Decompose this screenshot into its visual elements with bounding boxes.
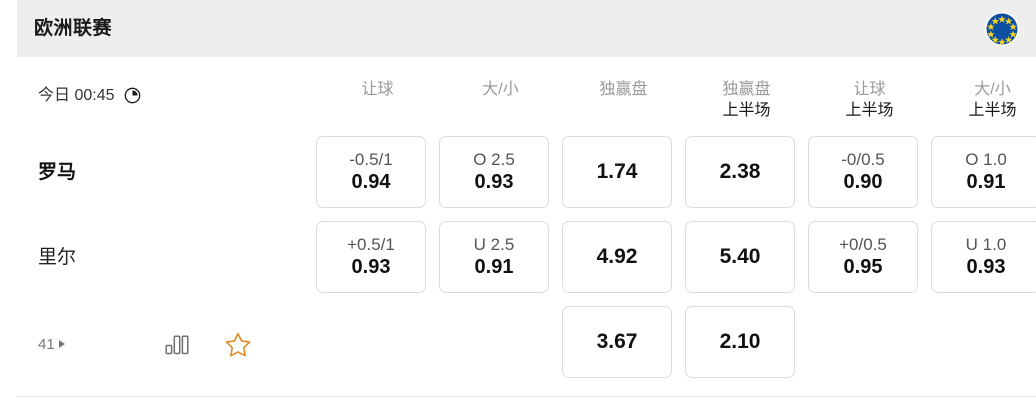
odds-value: 4.92 (596, 245, 638, 268)
odds-cell[interactable]: 2.38 (685, 136, 795, 208)
odds-value: 2.10 (719, 330, 761, 353)
bar-chart-icon[interactable] (165, 333, 189, 355)
odds-cell[interactable]: 5.40 (685, 221, 795, 293)
odds-value: 0.93 (351, 256, 391, 278)
league-header[interactable]: 欧洲联赛 (17, 0, 1036, 57)
odds-cell[interactable]: 1.74 (562, 136, 672, 208)
odds-handicap-line: +0/0.5 (839, 235, 887, 254)
match-row: 今日 00:45 罗马 里尔 41 (17, 57, 1036, 403)
odds-cell[interactable]: U 1.0 0.93 (931, 221, 1036, 293)
odds-handicap-line: -0.5/1 (349, 150, 393, 169)
odds-column-4: 独赢盘上半场 2.38 5.40 2.10 (685, 57, 808, 403)
odds-value: 0.95 (843, 256, 883, 278)
odds-cell[interactable]: +0/0.5 0.95 (808, 221, 918, 293)
odds-cell[interactable]: O 2.5 0.93 (439, 136, 549, 208)
chevron-right-icon (58, 340, 65, 348)
odds-value: 3.67 (596, 330, 638, 353)
column-header-market: 独赢盘 (599, 81, 648, 98)
odds-handicap-line: +0.5/1 (347, 235, 395, 254)
odds-handicap-line: U 2.5 (473, 235, 515, 254)
odds-column-2: 大/小 O 2.5 0.93 U 2.5 0.91 (439, 57, 562, 403)
odds-value: 0.94 (351, 171, 391, 193)
odds-value: 0.93 (474, 171, 514, 193)
more-markets-count: 41 (38, 335, 55, 353)
odds-value: 0.93 (966, 256, 1006, 278)
odds-column-header: 独赢盘 上半场 (685, 79, 808, 121)
match-time-row: 今日 00:45 (38, 87, 141, 104)
odds-cell[interactable]: 2.10 (685, 306, 795, 378)
column-header-market: 大/小 (974, 81, 1011, 98)
home-team-name[interactable]: 罗马 (38, 162, 77, 183)
away-team-name[interactable]: 里尔 (38, 247, 77, 268)
odds-value: 0.90 (843, 171, 883, 193)
odds-value: 0.91 (474, 256, 514, 278)
europa-league-logo (982, 9, 1022, 49)
odds-column-header: 独赢盘 (562, 79, 685, 100)
odds-column-6: 大/小上半场 O 1.0 0.91 U 1.0 0.93 (931, 57, 1036, 403)
odds-column-header: 让球 (316, 79, 439, 100)
column-header-market: 大/小 (482, 81, 519, 98)
odds-handicap-line: O 2.5 (473, 150, 515, 169)
row-divider (17, 396, 1036, 397)
column-header-period: 上半场 (845, 102, 894, 119)
odds-handicap-line: O 1.0 (965, 150, 1007, 169)
odds-cell[interactable]: 3.67 (562, 306, 672, 378)
clock-icon (124, 87, 141, 104)
odds-cell[interactable]: 4.92 (562, 221, 672, 293)
column-header-market: 让球 (853, 81, 886, 98)
odds-cell[interactable]: U 2.5 0.91 (439, 221, 549, 293)
odds-cell[interactable]: O 1.0 0.91 (931, 136, 1036, 208)
odds-grid: 让球 -0.5/1 0.94 +0.5/1 0.93 大/小 O 2.5 0.93 U 2.5 0… (316, 57, 1036, 403)
odds-cell[interactable]: -0/0.5 0.90 (808, 136, 918, 208)
odds-value: 2.38 (719, 160, 761, 183)
match-info-column: 今日 00:45 罗马 里尔 41 (38, 57, 318, 403)
column-header-period: 上半场 (722, 102, 771, 119)
column-header-market: 独赢盘 (722, 81, 771, 98)
odds-handicap-line: U 1.0 (965, 235, 1007, 254)
odds-value: 0.91 (966, 171, 1006, 193)
odds-column-header: 让球 上半场 (808, 79, 931, 121)
match-time-label: 今日 00:45 (38, 86, 115, 104)
match-meta-row: 41 (38, 330, 318, 358)
column-header-market: 让球 (361, 81, 394, 98)
odds-column-header: 大/小 (439, 79, 562, 100)
odds-value: 1.74 (596, 160, 638, 183)
odds-handicap-line: -0/0.5 (841, 150, 885, 169)
odds-column-1: 让球 -0.5/1 0.94 +0.5/1 0.93 (316, 57, 439, 403)
odds-column-5: 让球上半场 -0/0.5 0.90 +0/0.5 0.95 (808, 57, 931, 403)
odds-column-3: 独赢盘 1.74 4.92 3.67 (562, 57, 685, 403)
more-markets-button[interactable]: 41 (38, 337, 65, 352)
odds-cell[interactable]: +0.5/1 0.93 (316, 221, 426, 293)
column-header-period: 上半场 (968, 102, 1017, 119)
star-icon[interactable] (225, 332, 251, 357)
odds-column-header: 大/小上半场 (931, 79, 1036, 121)
odds-value: 5.40 (719, 245, 761, 268)
league-title: 欧洲联赛 (34, 18, 113, 39)
odds-cell[interactable]: -0.5/1 0.94 (316, 136, 426, 208)
